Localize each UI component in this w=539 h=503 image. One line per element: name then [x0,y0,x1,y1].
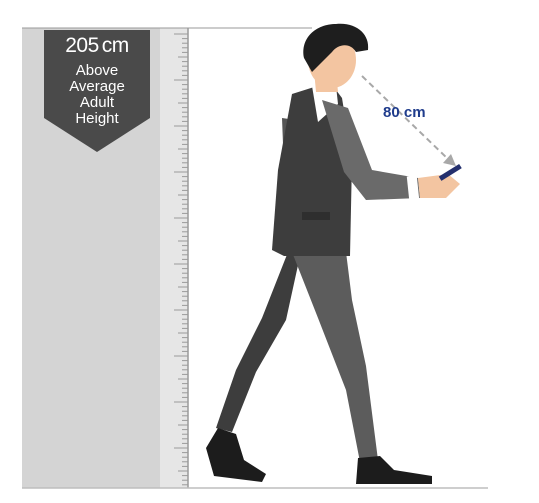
height-number: 205 [65,34,99,57]
front-leg [292,252,378,462]
height-badge [44,30,150,152]
caption-line-4: Height [75,110,119,127]
vest-pocket [302,212,330,220]
cuff [406,175,420,201]
caption-line-3: Adult [79,94,115,111]
height-caption: Above Average Adult Height [44,63,150,127]
front-arm [322,100,420,200]
dashed-arrow-icon [361,75,456,166]
hair [303,23,369,73]
back-shoe [206,428,266,482]
height-unit: cm [101,34,130,57]
phone-icon [438,163,462,181]
height-value: 205 cm [44,34,150,58]
caption-line-2: Average [69,78,125,95]
front-shoe [356,456,432,484]
ruler-ticks [174,33,188,486]
person-walking-icon [206,23,462,484]
height-ruler [160,28,188,488]
distance-label: 80 cm [383,104,426,121]
hand [418,174,460,198]
caption-line-1: Above [75,62,119,79]
back-leg [216,252,300,432]
